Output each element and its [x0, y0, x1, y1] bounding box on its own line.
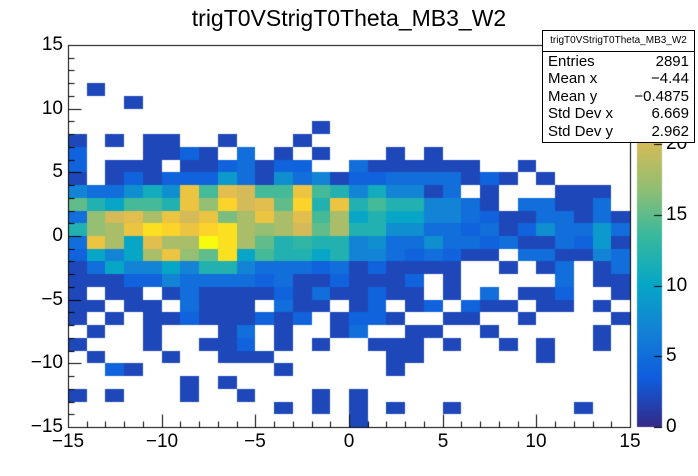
palette-tick-label: 15 — [666, 204, 688, 225]
y-axis-tick-label: 0 — [52, 225, 63, 246]
x-axis-tick-label: 0 — [343, 431, 355, 452]
y-axis-tick-label: −10 — [30, 352, 63, 373]
stats-row: Mean x −4.44 — [543, 70, 694, 87]
y-axis-tick-label: −5 — [41, 289, 63, 310]
stats-row-label: Std Dev y — [548, 122, 614, 140]
x-axis-tick-label: −15 — [51, 431, 85, 452]
x-axis-tick-label: −5 — [244, 431, 266, 452]
stats-row-label: Entries — [548, 53, 595, 70]
palette-tick-label: 5 — [666, 345, 677, 366]
y-axis-tick-label: 15 — [41, 34, 63, 55]
stats-row: Mean y −0.4875 — [543, 88, 694, 105]
stats-row-label: Mean x — [548, 70, 598, 88]
x-axis-tick-label: −10 — [145, 431, 179, 452]
stats-rows: Entries 2891 Mean x −4.44 Mean y −0.4875 Std D… — [543, 52, 694, 142]
stats-row-value: 2.962 — [651, 122, 689, 140]
stats-row-label: Std Dev x — [548, 105, 614, 123]
stats-row: Std Dev y 2.962 — [543, 123, 694, 140]
y-axis-tick-label: 5 — [52, 161, 63, 182]
stats-row: Entries 2891 — [543, 53, 694, 70]
stats-row-label: Mean y — [548, 87, 598, 105]
x-axis-tick-label: 15 — [619, 431, 641, 452]
x-axis-tick-label: 10 — [525, 431, 547, 452]
stats-box-title: trigT0VStrigT0Theta_MB3_W2 — [543, 31, 694, 52]
plot-title: trigT0VStrigT0Theta_MB3_W2 — [191, 5, 507, 31]
stats-box: trigT0VStrigT0Theta_MB3_W2 Entries 2891 Me… — [542, 30, 695, 143]
stats-row-value: 6.669 — [651, 105, 689, 123]
stats-row-value: −4.44 — [651, 70, 689, 88]
palette-tick-label: 0 — [666, 416, 677, 437]
stats-row: Std Dev x 6.669 — [543, 105, 694, 122]
y-axis-tick-label: 10 — [41, 98, 63, 119]
palette-tick-label: 10 — [666, 275, 688, 296]
x-axis-tick-label: 5 — [437, 431, 449, 452]
stats-row-value: −0.4875 — [634, 87, 689, 105]
y-axis-tick-label: −15 — [30, 416, 63, 437]
stats-row-value: 2891 — [655, 53, 689, 70]
